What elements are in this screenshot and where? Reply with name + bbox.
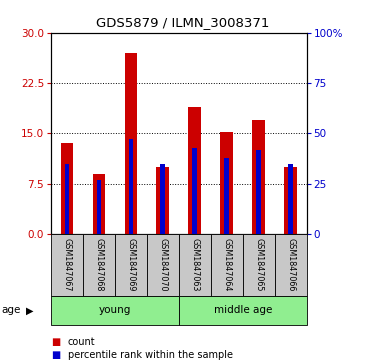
Text: ■: ■ — [51, 350, 60, 360]
Text: GDS5879 / ILMN_3008371: GDS5879 / ILMN_3008371 — [96, 16, 269, 29]
FancyBboxPatch shape — [274, 234, 307, 296]
Text: GSM1847070: GSM1847070 — [158, 238, 168, 292]
Bar — [157, 167, 169, 234]
Text: GSM1847064: GSM1847064 — [222, 238, 231, 292]
FancyBboxPatch shape — [211, 234, 243, 296]
Bar — [224, 158, 229, 234]
FancyBboxPatch shape — [51, 296, 179, 325]
Bar — [97, 180, 101, 234]
Text: young: young — [99, 305, 131, 315]
Text: GSM1847068: GSM1847068 — [95, 238, 104, 292]
Text: ▶: ▶ — [26, 305, 34, 315]
FancyBboxPatch shape — [147, 234, 179, 296]
Text: GSM1847066: GSM1847066 — [286, 238, 295, 292]
FancyBboxPatch shape — [83, 234, 115, 296]
Bar — [124, 53, 137, 234]
Bar — [252, 120, 265, 234]
Bar — [220, 132, 233, 234]
Bar — [256, 150, 261, 234]
FancyBboxPatch shape — [243, 234, 274, 296]
Bar — [192, 147, 197, 234]
FancyBboxPatch shape — [179, 296, 307, 325]
Bar — [161, 164, 165, 234]
Text: GSM1847067: GSM1847067 — [62, 238, 72, 292]
Text: GSM1847065: GSM1847065 — [254, 238, 263, 292]
FancyBboxPatch shape — [115, 234, 147, 296]
Bar — [61, 143, 73, 234]
Bar — [65, 164, 69, 234]
Text: GSM1847069: GSM1847069 — [126, 238, 135, 292]
Bar — [188, 107, 201, 234]
FancyBboxPatch shape — [51, 234, 83, 296]
Text: ■: ■ — [51, 337, 60, 347]
Bar — [284, 167, 297, 234]
FancyBboxPatch shape — [179, 234, 211, 296]
Text: middle age: middle age — [214, 305, 272, 315]
Text: percentile rank within the sample: percentile rank within the sample — [68, 350, 233, 360]
Bar — [288, 164, 293, 234]
Bar — [93, 174, 105, 234]
Text: count: count — [68, 337, 95, 347]
Text: age: age — [2, 305, 21, 315]
Bar — [128, 139, 133, 234]
Text: GSM1847063: GSM1847063 — [190, 238, 199, 292]
